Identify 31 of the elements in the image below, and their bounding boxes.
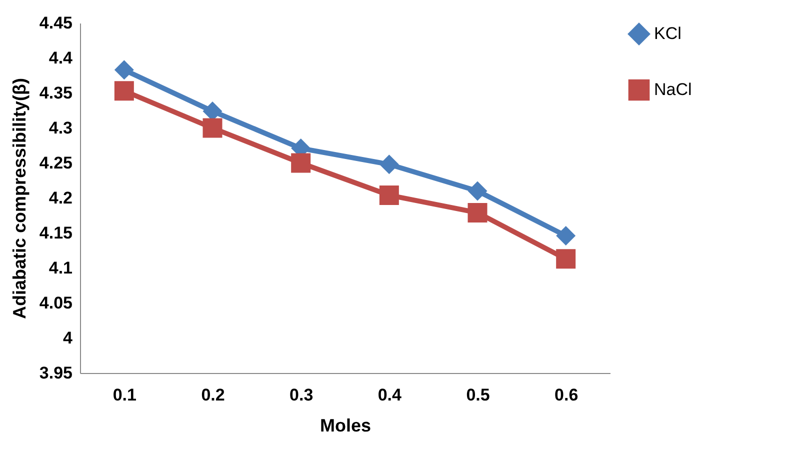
- point: [291, 153, 311, 173]
- y-axis-title: Adiabatic compressibility(β): [9, 78, 30, 320]
- point: [379, 154, 399, 174]
- point: [468, 202, 488, 222]
- y-tick-label: 4: [63, 328, 74, 348]
- y-tick-label: 4.05: [39, 294, 72, 312]
- x-tick-label: 0.5: [466, 386, 490, 404]
- y-tick-label: 3.95: [39, 364, 72, 382]
- x-tick-label: 0.2: [201, 386, 225, 404]
- y-tick-label: 4.1: [48, 258, 72, 278]
- y-tick-label: 4.2: [48, 188, 72, 208]
- y-tick-label: 4.45: [39, 14, 72, 32]
- legend-label: NaCl: [654, 80, 692, 99]
- y-tick-label: 4.15: [39, 224, 72, 242]
- x-tick-label: 0.4: [378, 386, 402, 404]
- point: [202, 118, 222, 138]
- x-tick-label: 0.3: [290, 386, 314, 404]
- y-tick-label: 4.25: [39, 154, 72, 172]
- point: [114, 60, 134, 80]
- point: [468, 181, 488, 201]
- x-tick-label: 0.1: [112, 386, 136, 404]
- y-tick-label: 4.35: [39, 84, 72, 102]
- y-tick-label: 4.3: [48, 118, 72, 138]
- point: [379, 185, 399, 205]
- point: [556, 249, 576, 269]
- point: [556, 226, 576, 246]
- legend-label: KCl: [654, 24, 682, 43]
- point: [114, 81, 134, 101]
- x-tick-label: 0.6: [554, 386, 578, 404]
- x-axis-title: Moles: [320, 416, 372, 436]
- y-tick-label: 4.4: [48, 48, 74, 68]
